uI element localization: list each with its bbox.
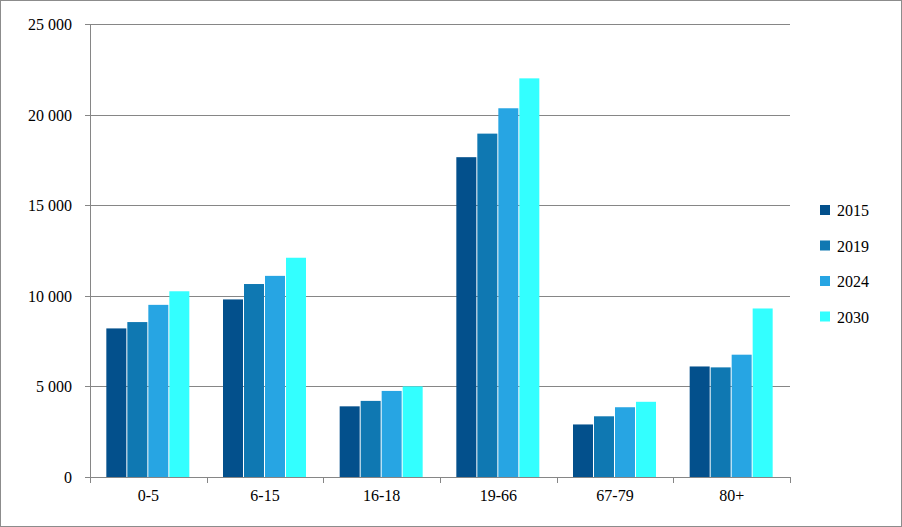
y-tick	[85, 296, 90, 297]
chart-svg: 0 5 000 10 000 15 000 20 000 25 000 0-5 6-15 16-…	[0, 0, 902, 527]
bar	[498, 108, 518, 477]
grid-line	[90, 296, 790, 297]
bar	[636, 402, 656, 477]
y-tick-label: 20 000	[28, 107, 72, 124]
bar	[456, 157, 476, 477]
bar	[711, 367, 731, 477]
legend-label: 2024	[837, 273, 869, 290]
chart-container: 0 5 000 10 000 15 000 20 000 25 000 0-5 6-15 16-…	[0, 0, 902, 527]
legend-label: 2030	[837, 309, 869, 326]
bar	[594, 416, 614, 477]
bar	[244, 284, 264, 477]
y-tick-label: 25 000	[28, 16, 72, 33]
x-tick-label: 16-18	[363, 487, 400, 504]
legend-swatch	[820, 241, 830, 251]
legend-label: 2019	[837, 238, 869, 255]
grid-line	[90, 115, 790, 116]
grid-line	[90, 386, 790, 387]
bar	[753, 308, 773, 477]
x-tick	[673, 477, 674, 483]
bar	[477, 134, 497, 477]
legend: 2015 2019 2024 2030	[820, 202, 869, 326]
y-tick-label: 10 000	[28, 288, 72, 305]
bar	[732, 355, 752, 477]
x-tick-label: 67-79	[596, 487, 633, 504]
x-tick	[90, 477, 91, 483]
x-tick-label: 80+	[719, 487, 744, 504]
chart-border	[1, 1, 902, 527]
bar	[340, 406, 360, 477]
x-tick-label: 19-66	[480, 487, 517, 504]
x-tick	[440, 477, 441, 483]
bar	[223, 299, 243, 477]
bar	[573, 424, 593, 477]
bar	[615, 407, 635, 477]
y-tick	[85, 386, 90, 387]
grid-line	[90, 24, 790, 25]
bar	[106, 328, 126, 477]
bar	[403, 386, 423, 477]
y-tick	[85, 24, 90, 25]
x-tick	[557, 477, 558, 483]
legend-swatch	[820, 312, 830, 322]
grid-line	[90, 205, 790, 206]
y-tick-label: 15 000	[28, 197, 72, 214]
legend-swatch	[820, 205, 830, 215]
x-tick	[790, 477, 791, 483]
bar	[127, 322, 147, 477]
legend-swatch	[820, 276, 830, 286]
y-tick-label: 0	[64, 469, 72, 486]
x-tick	[323, 477, 324, 483]
bar	[265, 276, 285, 477]
bar	[148, 305, 168, 477]
bar	[286, 258, 306, 477]
y-tick	[85, 477, 90, 478]
bar	[690, 366, 710, 477]
bar	[382, 391, 402, 477]
x-tick	[207, 477, 208, 483]
y-tick-label: 5 000	[36, 378, 72, 395]
bar	[519, 78, 539, 477]
x-tick-label: 0-5	[138, 487, 159, 504]
y-tick	[85, 115, 90, 116]
bar	[169, 291, 189, 477]
x-tick-label: 6-15	[250, 487, 279, 504]
y-tick	[85, 205, 90, 206]
bars	[106, 78, 772, 477]
legend-label: 2015	[837, 202, 869, 219]
bar	[361, 401, 381, 477]
y-axis	[90, 24, 91, 477]
